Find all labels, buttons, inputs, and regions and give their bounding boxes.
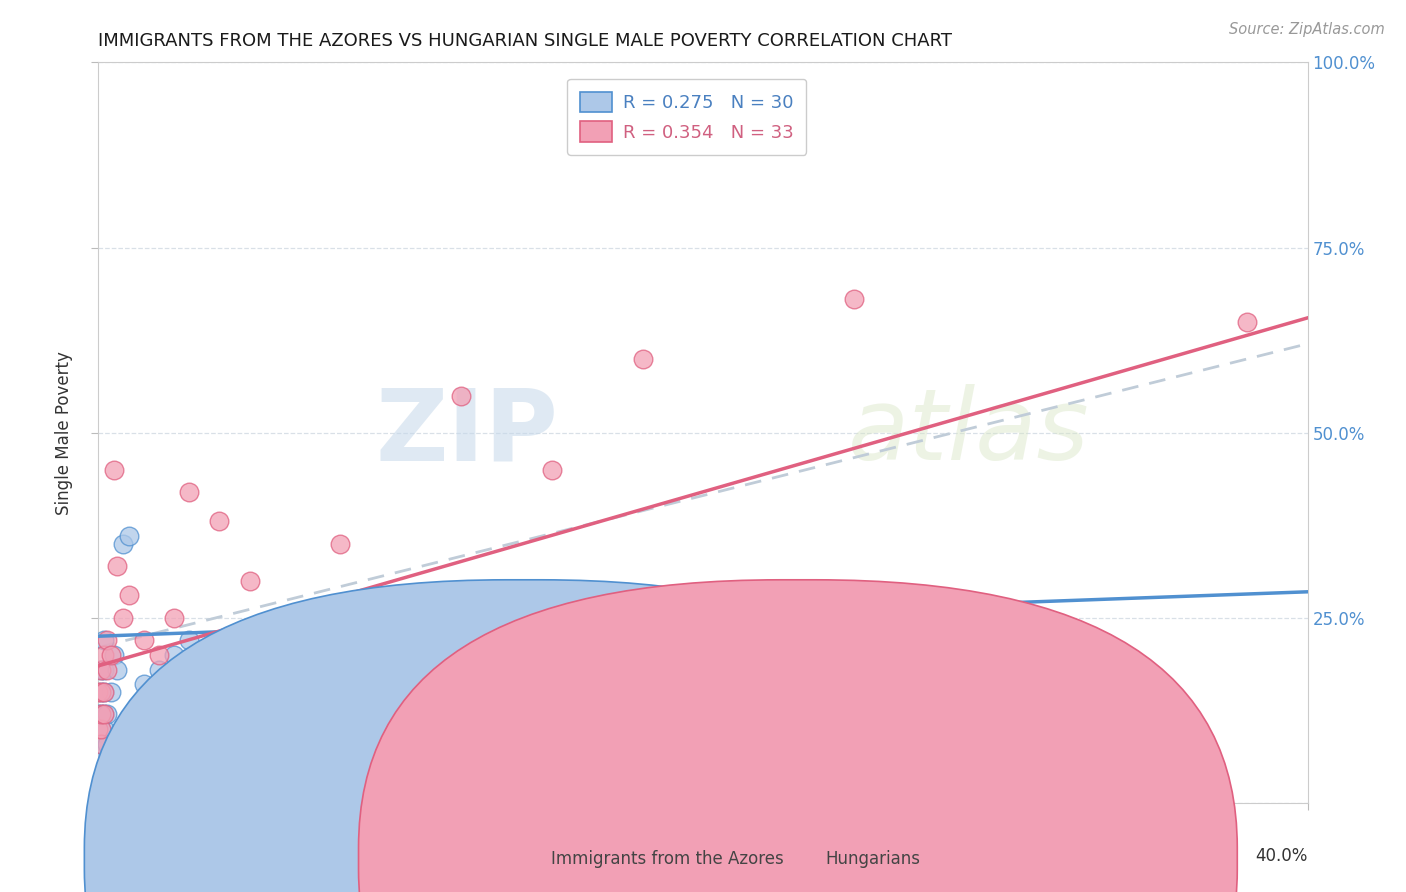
Point [87, 706, 110, 721]
Legend: R = 0.275   N = 30, R = 0.354   N = 33: R = 0.275 N = 30, R = 0.354 N = 33 [567, 78, 806, 155]
Point [118, 589, 141, 603]
Point [844, 293, 866, 307]
Point [90, 744, 112, 758]
Point [93, 648, 115, 662]
Text: Immigrants from the Azores: Immigrants from the Azores [551, 850, 785, 868]
Point [103, 462, 125, 476]
Point [148, 663, 170, 677]
Point [111, 610, 134, 624]
Point [179, 632, 201, 647]
Point [90, 737, 112, 751]
Point [163, 610, 186, 624]
Point [450, 388, 472, 402]
Point [208, 515, 231, 529]
Point [93, 663, 115, 677]
Point [510, 632, 533, 647]
Point [269, 663, 291, 677]
Point [93, 706, 115, 721]
Point [163, 648, 186, 662]
Point [179, 484, 201, 499]
Point [329, 536, 352, 550]
Point [96, 632, 118, 647]
Point [692, 632, 714, 647]
Text: atlas: atlas [848, 384, 1090, 481]
Point [105, 558, 128, 573]
Point [87, 737, 110, 751]
Point [90, 758, 112, 772]
Point [90, 722, 112, 736]
Point [87, 722, 110, 736]
Point [111, 536, 134, 550]
Text: Hungarians: Hungarians [825, 850, 921, 868]
Point [132, 677, 155, 691]
Point [132, 632, 155, 647]
Point [90, 685, 112, 699]
Point [148, 648, 170, 662]
Point [90, 737, 112, 751]
Text: 40.0%: 40.0% [1256, 847, 1308, 865]
Point [994, 648, 1017, 662]
Point [103, 648, 125, 662]
Point [631, 351, 654, 366]
Point [1236, 314, 1258, 328]
Point [96, 737, 118, 751]
Point [90, 685, 112, 699]
Text: 0.0%: 0.0% [98, 847, 141, 865]
Point [540, 462, 562, 476]
Point [90, 663, 112, 677]
Point [90, 706, 112, 721]
Point [93, 685, 115, 699]
Point [93, 722, 115, 736]
Point [96, 663, 118, 677]
Point [100, 648, 122, 662]
Text: IMMIGRANTS FROM THE AZORES VS HUNGARIAN SINGLE MALE POVERTY CORRELATION CHART: IMMIGRANTS FROM THE AZORES VS HUNGARIAN … [98, 32, 952, 50]
Point [93, 685, 115, 699]
Point [118, 529, 141, 543]
Point [90, 722, 112, 736]
Point [90, 663, 112, 677]
Point [100, 685, 122, 699]
Point [269, 632, 291, 647]
Point [93, 706, 115, 721]
Point [239, 648, 262, 662]
Point [87, 722, 110, 736]
Point [239, 574, 262, 588]
Point [389, 648, 412, 662]
Point [105, 663, 128, 677]
Point [87, 685, 110, 699]
Text: ZIP: ZIP [375, 384, 558, 481]
Point [93, 632, 115, 647]
Y-axis label: Single Male Poverty: Single Male Poverty [55, 351, 73, 515]
Point [90, 706, 112, 721]
Text: Source: ZipAtlas.com: Source: ZipAtlas.com [1229, 22, 1385, 37]
Point [389, 685, 412, 699]
Point [96, 706, 118, 721]
